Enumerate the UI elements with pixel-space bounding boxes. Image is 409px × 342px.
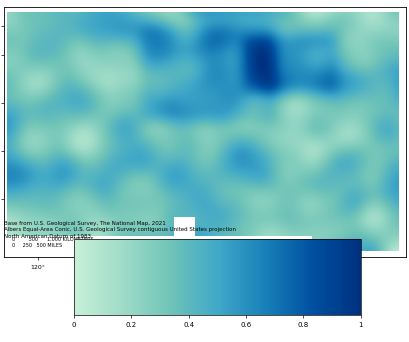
Text: Base from U.S. Geological Survey, The National Map, 2021
Albers Equal-Area Conic: Base from U.S. Geological Survey, The Na… (4, 221, 236, 239)
Text: 0         500      1,000 KILOMETERS
0     250   500 MILES: 0 500 1,000 KILOMETERS 0 250 500 MILES (12, 237, 94, 248)
Text: Median (P50) prospectivity: Median (P50) prospectivity (153, 282, 256, 291)
Text: EXPLANATION: EXPLANATION (166, 264, 243, 274)
